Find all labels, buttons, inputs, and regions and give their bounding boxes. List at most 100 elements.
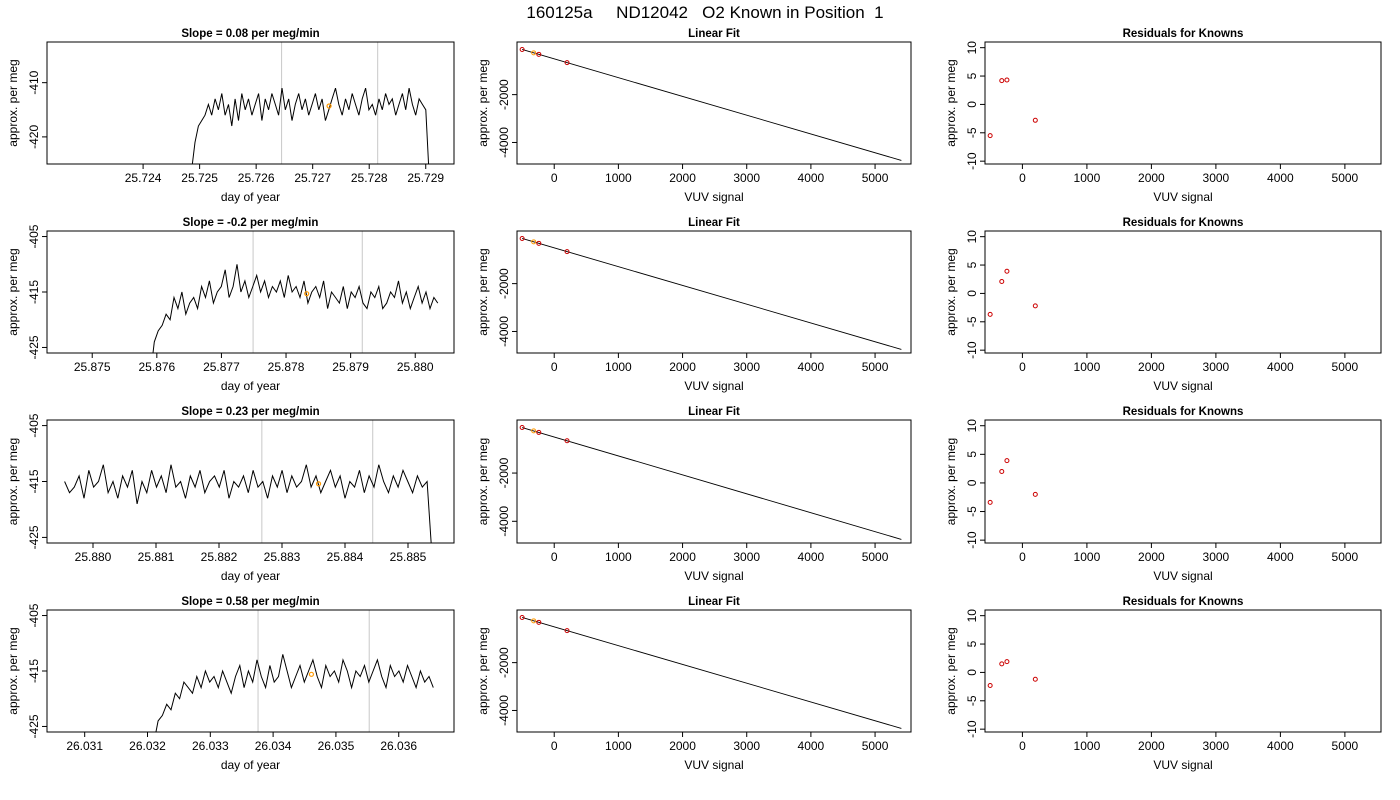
data-point <box>564 628 570 634</box>
y-axis-label: approx. per meg <box>6 59 20 146</box>
y-tick-label: 5 <box>965 640 979 647</box>
x-tick-label: 1000 <box>1074 550 1101 564</box>
data-point <box>519 614 525 620</box>
y-tick-label: -425 <box>27 525 41 549</box>
x-tick-label: 1000 <box>605 171 632 185</box>
y-tick-label: 10 <box>965 41 979 55</box>
x-tick-label: 25.885 <box>390 550 427 564</box>
x-tick-label: 26.031 <box>66 739 103 753</box>
x-tick-label: 25.877 <box>203 360 240 374</box>
panel-1-3: Residuals for Knowns 0 1000 2000 3000 4000 500… <box>944 28 1382 204</box>
panel-title: Residuals for Knowns <box>1123 28 1244 40</box>
fit-line <box>522 617 902 729</box>
panel-4-1: Slope = 0.58 per meg/min 26.031 26.032 26.0… <box>6 596 455 772</box>
x-tick-label: 0 <box>551 550 558 564</box>
fit-line <box>522 49 902 161</box>
x-tick-label: 25.884 <box>327 550 364 564</box>
y-axis-label: approx. per meg <box>476 627 490 714</box>
data-point <box>987 311 993 317</box>
panel-title: Linear Fit <box>688 406 740 418</box>
y-tick-label: -4000 <box>497 695 511 726</box>
panel-2-1: Slope = -0.2 per meg/min 25.875 25.876 25.8… <box>6 217 455 393</box>
panel-4-2: Linear Fit 0 1000 2000 3000 4000 5000 -2000 -400… <box>476 596 912 772</box>
x-tick-label: 5000 <box>862 171 889 185</box>
x-tick-label: 2000 <box>1138 739 1165 753</box>
data-point <box>536 240 542 246</box>
x-tick-label: 1000 <box>605 739 632 753</box>
x-tick-label: 3000 <box>733 739 760 753</box>
x-tick-label: 3000 <box>733 550 760 564</box>
plot-frame <box>984 609 1382 733</box>
y-tick-label: -4000 <box>497 127 511 158</box>
y-tick-label: 0 <box>965 290 979 297</box>
x-tick-label: 25.729 <box>407 171 444 185</box>
data-point <box>536 619 542 625</box>
y-tick-label: -405 <box>27 603 41 627</box>
panel-title: Linear Fit <box>688 596 740 608</box>
data-point <box>1032 676 1038 682</box>
y-tick-label: 0 <box>965 101 979 108</box>
y-tick-label: 5 <box>965 72 979 79</box>
y-tick-label: -405 <box>27 224 41 248</box>
y-tick-label: -420 <box>27 125 41 149</box>
panel-2-3: Residuals for Knowns 0 1000 2000 3000 4000 500… <box>944 217 1382 393</box>
data-point <box>987 682 993 688</box>
x-tick-label: 26.035 <box>318 739 355 753</box>
y-tick-label: -410 <box>27 70 41 94</box>
y-tick-label: -10 <box>965 341 979 359</box>
data-point <box>999 279 1005 285</box>
x-axis-label: VUV signal <box>684 758 743 772</box>
panel-title: Residuals for Knowns <box>1123 406 1244 418</box>
fit-line <box>522 238 902 350</box>
x-axis-label: VUV signal <box>1153 758 1212 772</box>
y-axis-label: approx. per meg <box>944 59 958 146</box>
x-tick-label: 2000 <box>1138 360 1165 374</box>
x-tick-label: 26.033 <box>192 739 229 753</box>
x-tick-label: 3000 <box>733 171 760 185</box>
panel-title: Linear Fit <box>688 28 740 40</box>
panel-title: Linear Fit <box>688 217 740 229</box>
highlight-point <box>304 291 310 297</box>
data-point <box>536 51 542 57</box>
y-tick-label: 5 <box>965 451 979 458</box>
y-tick-label: -2000 <box>497 647 511 678</box>
y-tick-label: -415 <box>27 469 41 493</box>
x-tick-label: 1000 <box>1074 360 1101 374</box>
y-tick-label: -425 <box>27 714 41 738</box>
plot-frame <box>984 419 1382 544</box>
plot-frame <box>516 230 912 354</box>
x-tick-label: 25.882 <box>201 550 238 564</box>
x-axis-label: day of year <box>221 758 280 772</box>
y-tick-label: -5 <box>965 695 979 706</box>
data-point <box>1032 117 1038 123</box>
data-point <box>536 429 542 435</box>
x-tick-label: 5000 <box>862 360 889 374</box>
data-point <box>1032 491 1038 497</box>
data-point <box>564 438 570 444</box>
x-axis-label: VUV signal <box>684 569 743 583</box>
x-tick-label: 25.724 <box>125 171 162 185</box>
signal-trace <box>152 264 439 353</box>
x-tick-label: 25.883 <box>264 550 301 564</box>
plot-frame <box>984 230 1382 354</box>
signal-trace <box>155 654 434 732</box>
x-tick-label: 25.881 <box>138 550 175 564</box>
data-point <box>1004 659 1010 665</box>
x-tick-label: 5000 <box>1332 550 1359 564</box>
plot-frame <box>516 419 912 544</box>
y-tick-label: 10 <box>965 230 979 244</box>
x-tick-label: 4000 <box>1267 739 1294 753</box>
highlight-point <box>308 671 315 677</box>
panel-title: Slope = 0.08 per meg/min <box>181 28 319 40</box>
y-tick-label: 10 <box>965 419 979 433</box>
y-tick-label: -425 <box>27 335 41 359</box>
x-tick-label: 26.036 <box>380 739 417 753</box>
plot-frame <box>46 41 455 165</box>
y-tick-label: -415 <box>27 659 41 683</box>
data-point <box>987 133 993 139</box>
y-tick-label: -4000 <box>497 506 511 537</box>
x-tick-label: 3000 <box>1203 739 1230 753</box>
x-tick-label: 2000 <box>1138 550 1165 564</box>
data-point <box>999 78 1005 84</box>
